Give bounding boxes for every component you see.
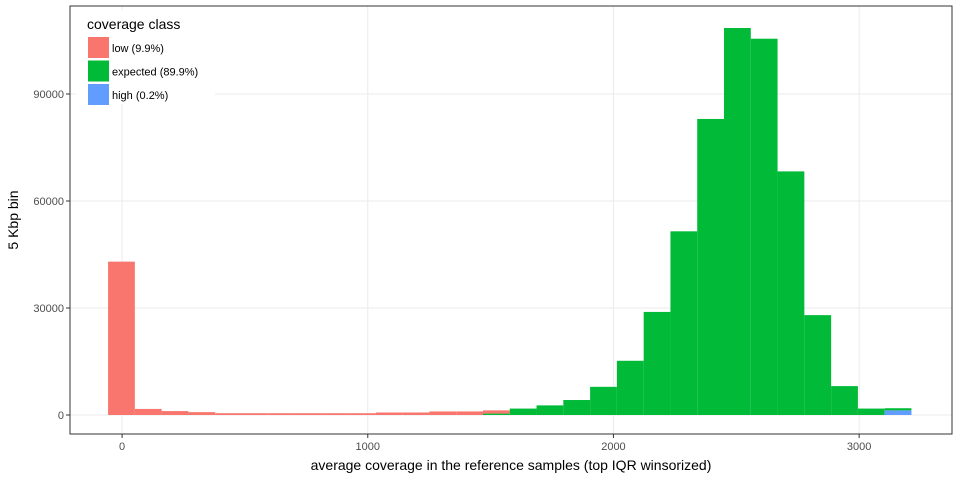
histogram-bar	[884, 410, 912, 416]
x-axis-label: average coverage in the reference sample…	[311, 457, 712, 473]
histogram-bar	[750, 38, 778, 416]
legend-key	[88, 84, 109, 105]
histogram-bar	[482, 410, 510, 414]
histogram-bar	[831, 386, 858, 416]
histogram-bar	[322, 413, 350, 416]
legend-key	[88, 60, 109, 82]
y-axis-label: 5 Kbp bin	[5, 190, 21, 249]
histogram-bar	[536, 405, 564, 416]
y-tick-label: 60000	[33, 196, 64, 208]
legend-label: expected (89.9%)	[112, 67, 198, 79]
histogram-bar	[670, 231, 698, 416]
histogram-bar	[402, 412, 430, 416]
legend-label: high (0.2%)	[112, 90, 168, 102]
histogram-bar	[804, 315, 832, 416]
histogram-bar	[349, 413, 376, 416]
histogram-bar	[268, 413, 296, 416]
y-tick-label: 0	[58, 410, 64, 422]
x-tick-label: 0	[119, 441, 125, 453]
histogram-bar	[108, 261, 135, 416]
histogram-bar	[482, 413, 510, 416]
legend-label: low (9.9%)	[112, 43, 164, 55]
y-tick-label: 30000	[33, 303, 64, 315]
histogram-bar	[697, 118, 725, 416]
legend-key	[88, 37, 109, 58]
x-tick-label: 1000	[356, 441, 380, 453]
histogram-bar	[509, 408, 537, 416]
bars	[108, 28, 912, 416]
histogram-bar	[188, 412, 216, 416]
legend: coverage class low (9.9%) expected (89.9%…	[76, 10, 215, 105]
histogram-bar	[884, 408, 912, 411]
y-tick-label: 90000	[33, 89, 64, 101]
histogram-bar	[616, 360, 644, 416]
histogram-bar	[295, 413, 323, 416]
x-tick-label: 2000	[601, 441, 625, 453]
legend-title: coverage class	[87, 16, 180, 32]
panel-border	[69, 5, 953, 435]
histogram-bar	[777, 171, 805, 416]
x-tick-label: 3000	[847, 441, 871, 453]
histogram-bar	[590, 386, 617, 416]
histogram-bar	[456, 411, 483, 416]
histogram-bar	[161, 411, 189, 416]
histogram-bar	[375, 412, 403, 416]
histogram-bar	[134, 408, 162, 416]
histogram-bar	[241, 413, 269, 416]
histogram-bar	[643, 311, 671, 416]
histogram-bar	[215, 413, 242, 416]
histogram-bar	[857, 408, 885, 416]
histogram-bar	[563, 400, 591, 416]
histogram-bar	[724, 28, 751, 416]
histogram-bar	[429, 411, 457, 416]
